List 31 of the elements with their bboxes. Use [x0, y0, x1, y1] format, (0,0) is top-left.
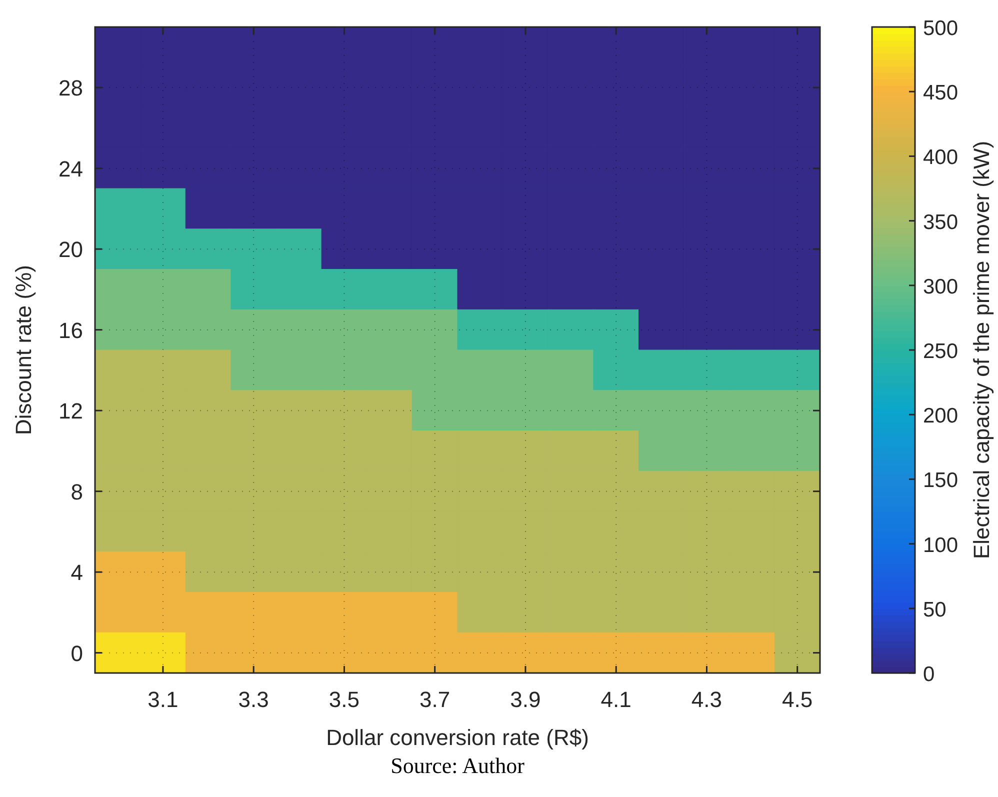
x-tick-label: 3.7: [420, 687, 450, 712]
x-axis-title: Dollar conversion rate (R$): [326, 725, 589, 750]
color-bar-title: Electrical capacity of the prime mover (kW): [969, 140, 994, 560]
x-tick-label: 4.3: [691, 687, 722, 712]
x-tick-label: 4.1: [600, 687, 632, 712]
color-bar-label: 450: [923, 82, 958, 105]
y-tick-label: 8: [70, 479, 83, 504]
x-tick-label: 3.1: [148, 687, 178, 712]
y-axis-title: Discount rate (%): [11, 265, 36, 435]
x-tick-label: 3.3: [238, 687, 269, 712]
color-bar-label: 250: [923, 340, 958, 363]
color-bar-label: 400: [923, 146, 958, 170]
y-tick-label: 24: [58, 156, 83, 182]
color-bar-label: 0: [923, 663, 935, 686]
color-bar-label: 350: [923, 210, 958, 234]
color-bar-label: 100: [923, 534, 958, 557]
y-tick-label: 0: [70, 640, 83, 666]
color-bar-label: 50: [923, 598, 946, 622]
y-tick-label: 20: [58, 237, 83, 262]
x-tick-label: 3.5: [328, 687, 360, 712]
color-bar-label: 200: [923, 404, 958, 428]
color-bar-label: 150: [923, 469, 958, 492]
y-tick-label: 12: [58, 398, 83, 424]
source-note: Source: Author: [390, 753, 526, 778]
color-bar-label: 500: [923, 17, 958, 40]
color-bar-label: 300: [923, 275, 958, 298]
y-tick-label: 28: [58, 76, 83, 101]
x-tick-label: 4.5: [782, 687, 813, 712]
y-tick-label: 16: [58, 318, 83, 343]
y-tick-label: 4: [70, 560, 83, 586]
x-tick-label: 3.9: [510, 687, 541, 712]
